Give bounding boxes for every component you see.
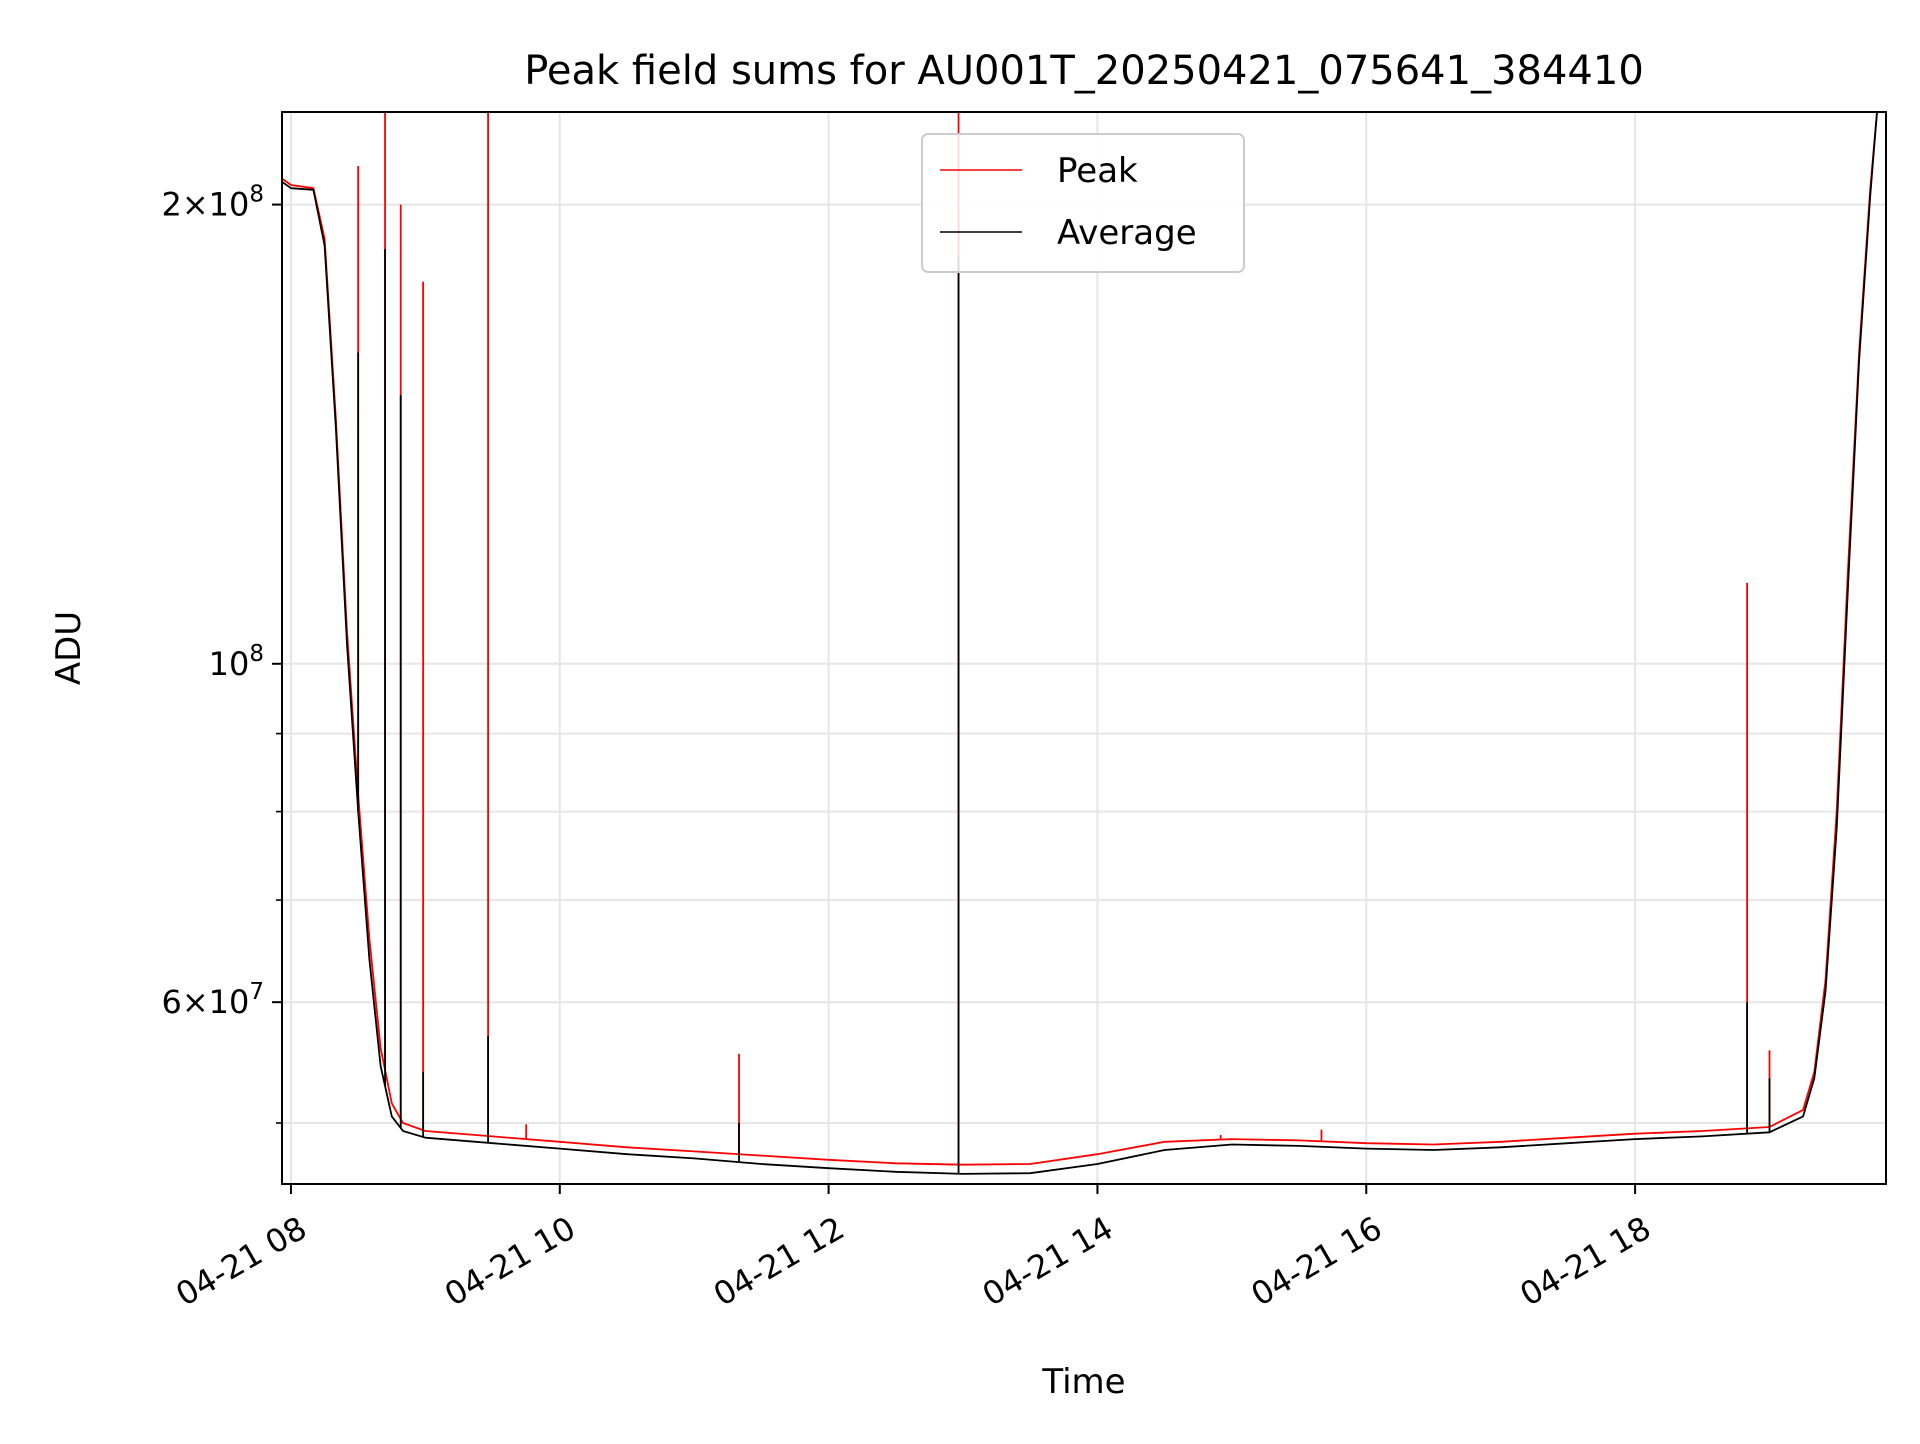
- legend-label-average: Average: [1057, 213, 1197, 253]
- legend: Peak Average: [921, 133, 1245, 273]
- grid-lines: [282, 112, 1886, 1184]
- legend-label-peak: Peak: [1057, 151, 1138, 191]
- plot-area: [282, 112, 1886, 1175]
- series-line-peak: [282, 112, 1886, 1166]
- series-line-average: [282, 112, 1886, 1175]
- legend-box: [921, 133, 1245, 273]
- y-tick-label: 2×108: [161, 182, 264, 224]
- x-axis-label: Time: [1041, 1362, 1125, 1402]
- y-axis-label: ADU: [49, 611, 89, 685]
- y-tick-label: 108: [209, 641, 264, 683]
- chart-title: Peak field sums for AU001T_20250421_0756…: [524, 48, 1644, 94]
- plot-frame: [281, 111, 1887, 1185]
- y-tick-label: 6×107: [161, 979, 264, 1021]
